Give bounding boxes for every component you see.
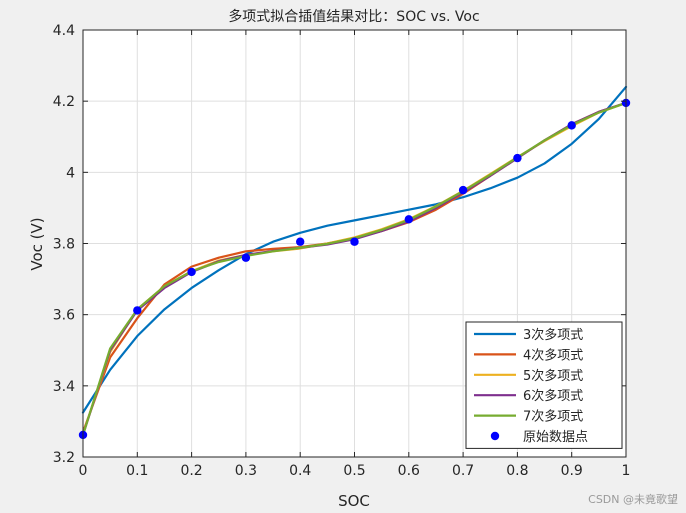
legend-label-6: 原始数据点	[523, 430, 588, 445]
data-point-7	[404, 215, 413, 224]
x-axis-label: SOC	[338, 492, 370, 510]
y-tick-label: 3.4	[53, 379, 75, 395]
legend-swatch-6	[490, 431, 500, 441]
ticks: 0 0.1 0.2 0.3 0.4 0.5 0.6 0.7 0.8 0.9 1 3.2 3.4 3.6 3.…	[53, 23, 631, 479]
plot-area	[78, 85, 631, 440]
y-tick-label: 4.4	[53, 23, 75, 39]
data-point-9	[513, 153, 522, 163]
x-tick-label: 0.5	[343, 463, 365, 479]
legend-label-5: 7次多项式	[523, 409, 583, 425]
legend-label-1: 3次多项式	[523, 327, 583, 343]
x-tick-label: 1	[622, 463, 631, 479]
x-tick-label: 0.1	[126, 463, 148, 479]
y-tick-label: 3.6	[53, 308, 75, 324]
x-tick-label: 0.8	[506, 463, 528, 479]
legend-box	[465, 321, 623, 449]
x-tick-label: 0.2	[180, 463, 202, 479]
data-point-2	[133, 306, 142, 315]
legend-label-3: 5次多项式	[523, 368, 583, 384]
data-point-5	[296, 237, 305, 246]
data-point-6	[350, 237, 359, 246]
x-tick-label: 0.3	[235, 463, 257, 479]
watermark: CSDN @未竟歌望	[588, 492, 678, 506]
legend-label-4: 6次多项式	[523, 388, 583, 404]
y-tick-label: 3.8	[53, 237, 75, 253]
data-point-4	[241, 253, 251, 262]
data-point-10	[567, 121, 576, 130]
y-tick-label: 4.2	[53, 94, 75, 110]
data-point-8	[458, 185, 468, 195]
chart-title: 多项式拟合插值结果对比：SOC vs. Voc	[228, 8, 479, 25]
x-tick-label: 0.7	[452, 463, 474, 479]
x-tick-label: 0.9	[561, 463, 583, 479]
y-axis-label: Voc (V)	[28, 217, 46, 270]
y-tick-label: 4	[66, 165, 75, 181]
x-tick-label: 0	[79, 463, 88, 479]
data-point-3	[187, 267, 196, 277]
y-tick-label: 3.2	[53, 450, 75, 466]
legend-label-2: 4次多项式	[523, 347, 583, 363]
x-tick-label: 0.4	[289, 463, 311, 479]
x-tick-label: 0.6	[398, 463, 420, 479]
series-line-1	[81, 85, 628, 414]
